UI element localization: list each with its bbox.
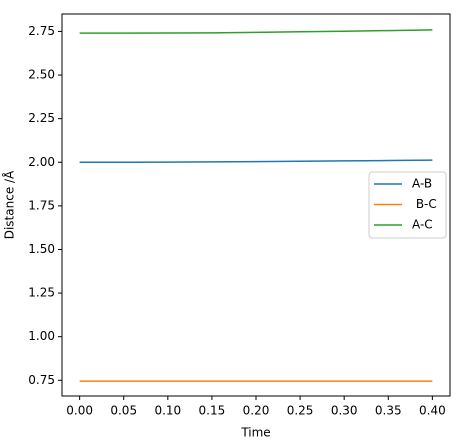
y-tick-label: 2.75 — [28, 24, 55, 38]
x-tick-label: 0.00 — [66, 404, 93, 418]
y-tick-label: 2.50 — [28, 68, 55, 82]
y-tick-label: 1.75 — [28, 198, 55, 212]
x-tick-label: 0.40 — [419, 404, 446, 418]
legend-box — [368, 171, 447, 239]
x-axis-label: Time — [240, 426, 270, 440]
x-tick-label: 0.05 — [110, 404, 137, 418]
y-axis-label: Distance /Å — [2, 170, 17, 239]
x-tick-label: 0.35 — [375, 404, 402, 418]
x-tick-label: 0.30 — [331, 404, 358, 418]
legend-label: A-C — [412, 218, 433, 232]
y-tick-label: 1.00 — [28, 329, 55, 343]
legend-label: A-B — [412, 177, 432, 191]
y-tick-label: 1.25 — [28, 286, 55, 300]
x-tick-label: 0.25 — [287, 404, 314, 418]
y-tick-label: 0.75 — [28, 373, 55, 387]
series-line — [79, 159, 433, 164]
y-tick-label: 2.25 — [28, 111, 55, 125]
y-tick-label: 2.00 — [28, 155, 55, 169]
x-tick-label: 0.15 — [199, 404, 226, 418]
x-tick-label: 0.10 — [154, 404, 181, 418]
legend-label: B-C — [412, 197, 437, 211]
y-tick-label: 1.50 — [28, 242, 55, 256]
series-line — [79, 29, 433, 34]
x-tick-label: 0.20 — [243, 404, 270, 418]
